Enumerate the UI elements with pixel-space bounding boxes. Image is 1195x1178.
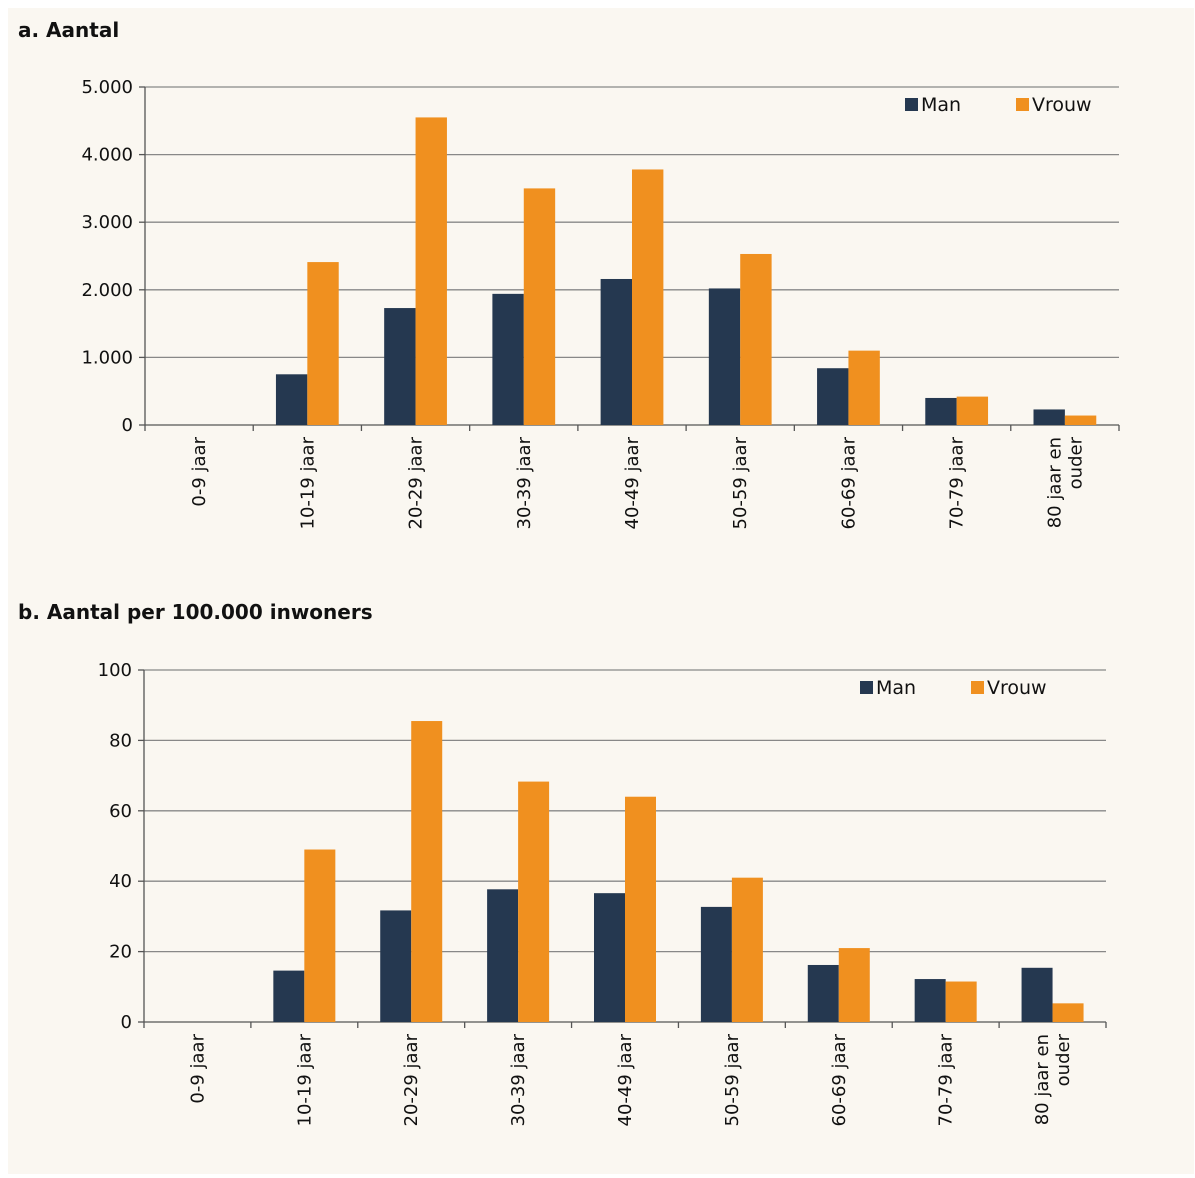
- x-tick-label: 80 jaar en: [1032, 1034, 1053, 1125]
- legend-label: Vrouw: [987, 677, 1047, 699]
- y-tick-label: 0: [122, 415, 133, 436]
- x-tick-label: 60-69 jaar: [838, 436, 859, 529]
- x-tick-label: 20-29 jaar: [401, 1033, 422, 1126]
- x-tick-label: 10-19 jaar: [294, 1033, 315, 1126]
- bar-vrouw: [625, 796, 656, 1022]
- y-tick-label: 40: [109, 871, 132, 892]
- bar-man: [700, 906, 732, 1022]
- x-tick-label: 30-39 jaar: [508, 1033, 529, 1126]
- legend-swatch-man: [860, 681, 873, 694]
- bar-man: [594, 893, 625, 1022]
- legend-swatch-vrouw: [1016, 98, 1029, 111]
- bar-vrouw: [740, 253, 772, 425]
- x-tick-label: ouder: [1065, 436, 1086, 489]
- bar-man: [925, 397, 957, 425]
- bar-vrouw: [411, 721, 443, 1022]
- bar-vrouw: [731, 877, 763, 1022]
- bar-man: [273, 970, 305, 1022]
- chart-b-title: b. Aantal per 100.000 inwoners: [18, 600, 373, 624]
- chart-a-title: a. Aantal: [18, 18, 120, 42]
- y-tick-label: 100: [98, 660, 132, 681]
- y-tick-label: 0: [121, 1012, 132, 1033]
- bar-man: [275, 374, 308, 425]
- x-tick-label: 50-59 jaar: [722, 1033, 743, 1126]
- y-tick-label: 60: [109, 801, 132, 822]
- x-tick-label: 70-79 jaar: [947, 436, 968, 529]
- x-tick-label: 80 jaar en: [1044, 437, 1065, 528]
- bar-vrouw: [518, 781, 550, 1022]
- bar-man: [1021, 967, 1053, 1022]
- bar-man: [1033, 409, 1065, 425]
- chart-a: 0 1.000 2.000 3.000 4.000 5.000 0-9 jaar 10-19 …: [81, 77, 1120, 530]
- bar-vrouw: [632, 169, 664, 425]
- y-tick-label: 3.000: [81, 212, 133, 233]
- x-tick-label: 70-79 jaar: [936, 1033, 957, 1126]
- bar-vrouw: [307, 262, 339, 425]
- bar-vrouw: [1052, 1003, 1084, 1022]
- bar-vrouw: [838, 948, 870, 1022]
- bar-vrouw: [945, 981, 977, 1022]
- legend-label: Vrouw: [1032, 94, 1092, 116]
- bar-man: [914, 979, 946, 1022]
- bar-man: [384, 308, 416, 425]
- legend-swatch-man: [905, 98, 918, 111]
- x-tick-label: ouder: [1053, 1033, 1074, 1086]
- y-tick-label: 2.000: [81, 280, 133, 301]
- y-tick-label: 80: [109, 730, 132, 751]
- bar-vrouw: [523, 188, 556, 425]
- legend-label: Man: [921, 94, 961, 116]
- bar-vrouw: [956, 396, 989, 425]
- chart-b: 0 20 40 60 80 100 0-9 jaar 10-19 jaar 20-29 jaar…: [98, 660, 1107, 1127]
- x-tick-label: 40-49 jaar: [615, 1033, 636, 1126]
- x-tick-label: 0-9 jaar: [189, 436, 210, 506]
- bar-vrouw: [1064, 415, 1097, 425]
- bar-vrouw: [415, 117, 447, 426]
- bar-man: [380, 910, 412, 1022]
- y-tick-label: 5.000: [81, 77, 133, 98]
- bar-vrouw: [848, 350, 880, 425]
- x-tick-label: 50-59 jaar: [730, 436, 751, 529]
- bar-vrouw: [304, 849, 336, 1022]
- x-tick-label: 30-39 jaar: [514, 436, 535, 529]
- legend-swatch-vrouw: [971, 681, 984, 694]
- bar-man: [817, 368, 849, 425]
- bar-man: [807, 964, 839, 1022]
- bar-man: [708, 288, 741, 425]
- y-tick-label: 4.000: [81, 145, 133, 166]
- legend-label: Man: [876, 677, 916, 699]
- y-tick-label: 1.000: [81, 347, 133, 368]
- x-tick-label: 40-49 jaar: [622, 436, 643, 529]
- x-tick-label: 20-29 jaar: [406, 436, 427, 529]
- x-tick-label: 60-69 jaar: [829, 1033, 850, 1126]
- x-tick-label: 10-19 jaar: [297, 436, 318, 529]
- bar-man: [600, 278, 632, 425]
- bar-man: [492, 293, 524, 425]
- x-tick-label: 0-9 jaar: [187, 1033, 208, 1103]
- bar-man: [487, 889, 519, 1022]
- y-tick-label: 20: [109, 942, 132, 963]
